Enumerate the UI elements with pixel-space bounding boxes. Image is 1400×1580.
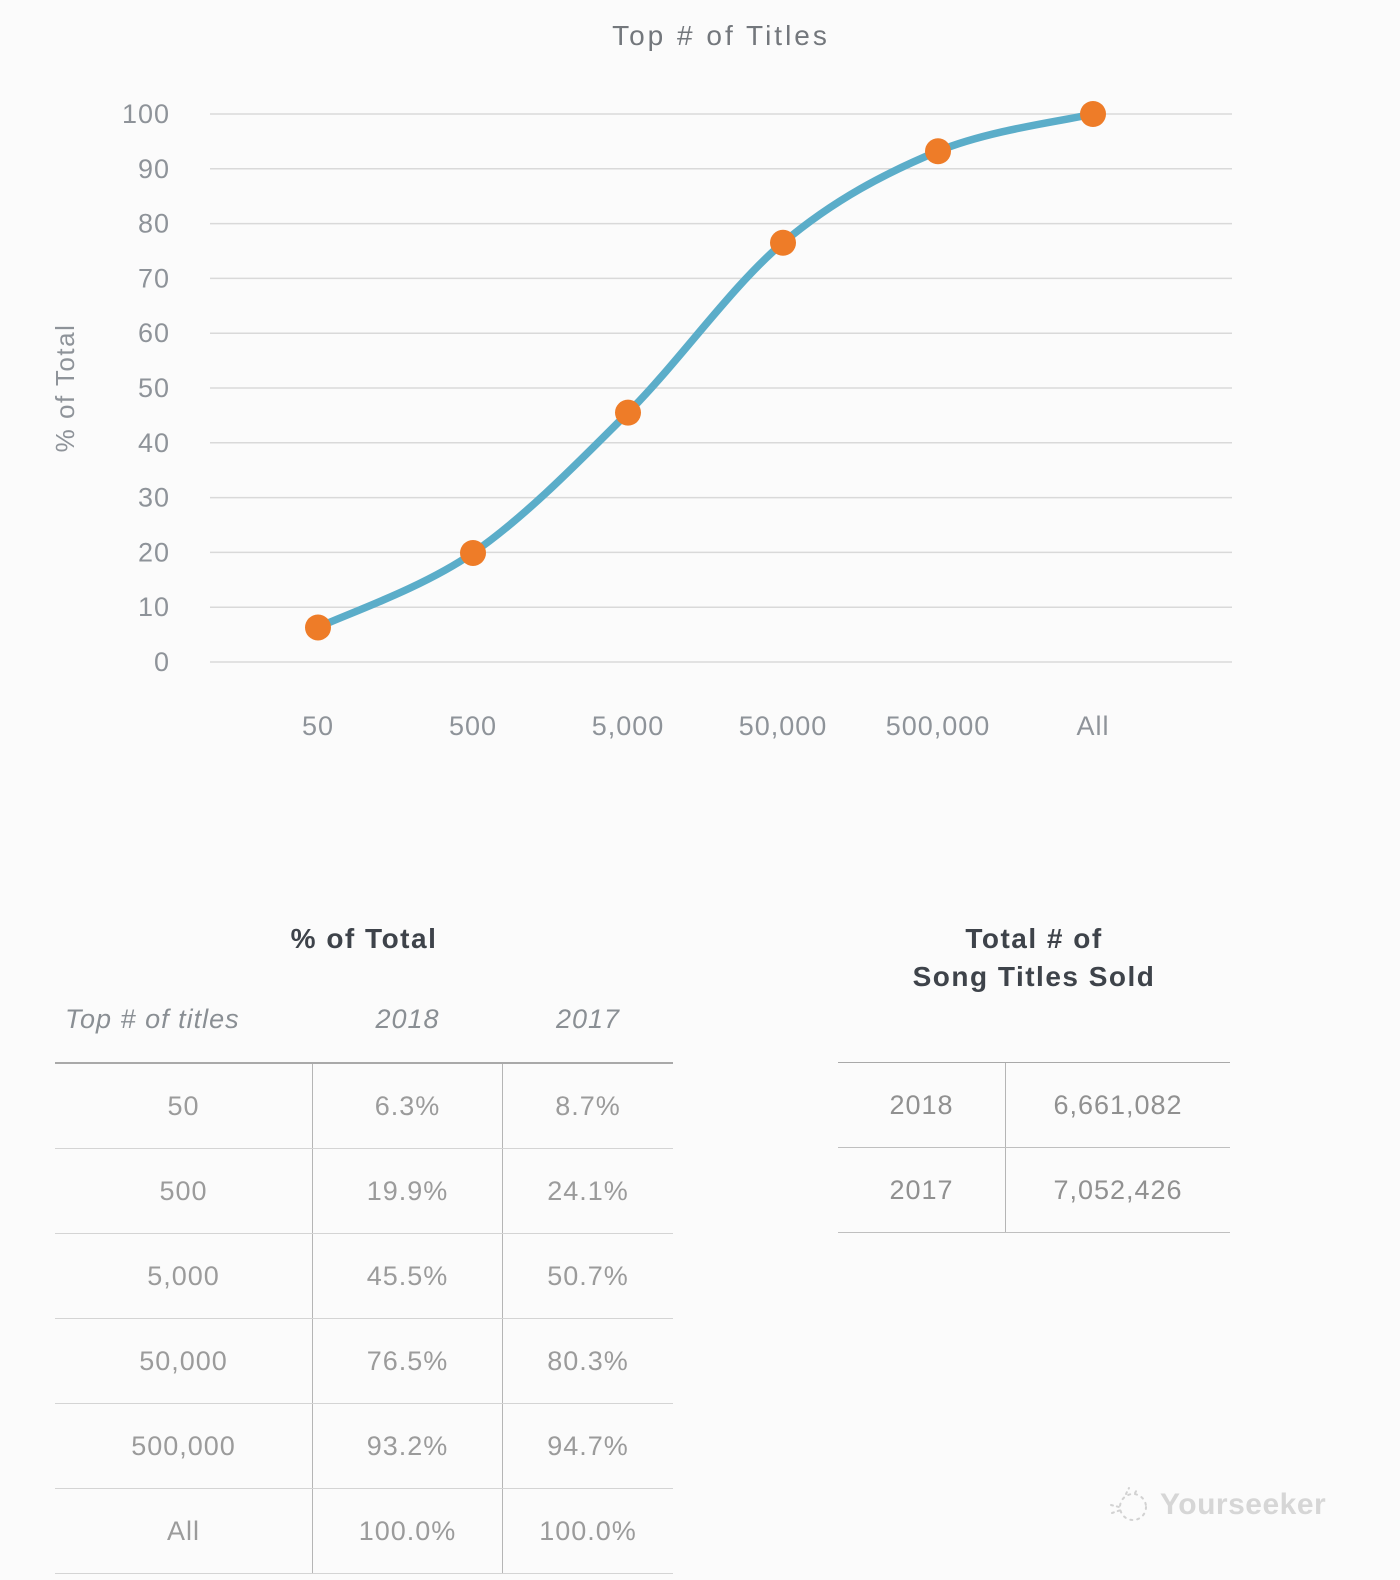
pct-value-cell: 50.7% [547,1260,629,1291]
totals-table-title-line2: Song Titles Sold [912,961,1156,992]
totals-row-label: 2017 [838,1148,1006,1232]
watermark-label: Yourseeker [1160,1488,1327,1521]
chart-title: Top # of Titles [612,20,830,51]
y-axis-tick-labels: 0 10 20 30 40 50 60 70 80 90 100 [122,99,170,677]
y-tick-label: 90 [138,154,170,184]
x-tick-label: 500,000 [886,711,991,741]
data-point-marker [460,539,486,566]
pct-value-cell: 24.1% [547,1175,629,1206]
y-tick-label: 50 [138,373,170,403]
pct-col-header-2017: 2017 [555,1004,621,1034]
x-tick-label: All [1076,711,1109,741]
x-axis-tick-labels: 50 500 5,000 50,000 500,000 All [302,711,1109,741]
data-point-marker [1080,101,1106,127]
totals-value-cell: 7,052,426 [1053,1174,1183,1205]
totals-row-label: 2018 [838,1063,1006,1147]
pct-value-cell: 80.3% [547,1345,629,1376]
pct-table-title: % of Total [290,923,438,954]
y-tick-label: 40 [138,428,170,458]
watermark: Yourseeker [1102,1480,1326,1530]
pct-row-label: 500,000 [131,1430,236,1461]
x-tick-label: 5,000 [592,711,665,741]
x-tick-label: 50,000 [739,711,828,741]
pct-value-cell: 100.0% [539,1515,637,1546]
pct-table-header-row: Top # of titles 2018 2017 [55,1004,673,1035]
pct-row-label: 50,000 [139,1345,228,1376]
pct-row-label: 50 [167,1090,200,1121]
pct-table-row: 500 19.9% 24.1% [55,1149,673,1234]
series-line-2018 [314,110,1097,632]
pct-value-cell: 6.3% [312,1064,503,1148]
pct-value-cell: 93.2% [312,1404,503,1488]
yourseeker-logo-icon [1110,1487,1147,1521]
pct-value-cell: 100.0% [312,1489,503,1573]
pct-value-cell: 19.9% [312,1149,503,1233]
y-tick-label: 30 [138,483,170,513]
data-point-marker [925,138,951,165]
pct-table-body: 50 6.3% 8.7% 500 19.9% 24.1% 5,000 45.5% 50.7% 50… [55,1062,673,1574]
pct-table-row: 500,000 93.2% 94.7% [55,1404,673,1489]
x-tick-label: 50 [302,711,334,741]
pct-table-row: 5,000 45.5% 50.7% [55,1234,673,1319]
totals-table-body: 2018 6,661,082 2017 7,052,426 [838,1062,1230,1233]
pct-value-cell: 94.7% [547,1430,629,1461]
y-tick-label: 0 [154,647,170,677]
data-point-marker [615,399,641,426]
pct-row-label: 500 [159,1175,208,1206]
totals-table-title-line1: Total # of [965,923,1103,954]
y-axis-title: % of Total [50,324,80,453]
y-tick-label: 10 [138,592,170,622]
pct-table-row: All 100.0% 100.0% [55,1489,673,1574]
pct-col-header-2018: 2018 [375,1004,440,1034]
pct-row-label: All [166,1515,200,1546]
y-tick-label: 100 [122,99,170,129]
data-point-marker [770,229,796,256]
data-point-marker [305,614,331,641]
y-tick-label: 70 [138,263,170,293]
pct-col-header-titles: Top # of titles [65,1004,240,1034]
data-points [305,101,1106,641]
totals-table-row: 2017 7,052,426 [838,1148,1230,1233]
x-tick-label: 500 [449,711,497,741]
pct-value-cell: 45.5% [312,1234,503,1318]
totals-value-cell: 6,661,082 [1053,1089,1183,1120]
pct-table-row: 50,000 76.5% 80.3% [55,1319,673,1404]
pct-value-cell: 76.5% [312,1319,503,1403]
pct-row-label: 5,000 [147,1260,220,1291]
y-tick-label: 20 [138,537,170,567]
pct-value-cell: 8.7% [555,1090,621,1121]
y-tick-label: 60 [138,318,170,348]
pct-table-row: 50 6.3% 8.7% [55,1064,673,1149]
totals-table-row: 2018 6,661,082 [838,1063,1230,1148]
totals-table-title: Total # of Song Titles Sold [838,920,1230,996]
y-tick-label: 80 [138,209,170,239]
gridlines [210,113,1232,663]
